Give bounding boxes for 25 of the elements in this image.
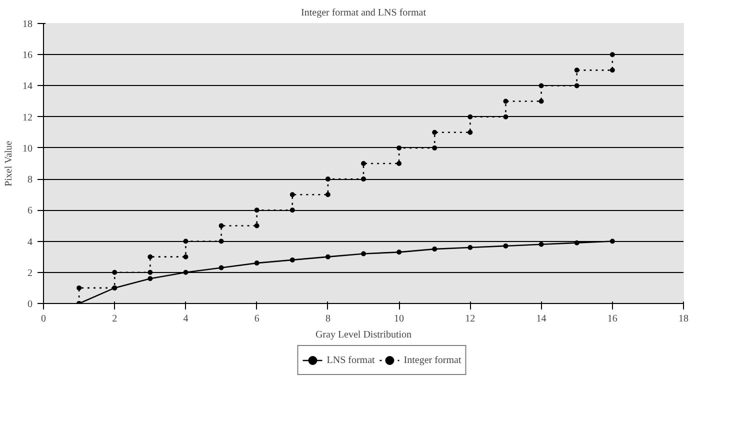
x-tick-label: 6 [254, 314, 260, 324]
x-tick-label: 14 [536, 314, 546, 324]
y-tick-label: 16 [22, 50, 32, 62]
x-tick-label: 18 [678, 314, 688, 324]
chart-title: Integer format and LNS format [301, 8, 426, 18]
y-tick-label: 0 [28, 299, 32, 310]
x-tick-label: 0 [41, 314, 46, 324]
x-tick-label: 16 [607, 314, 618, 324]
x-tick-label: 4 [183, 314, 188, 324]
y-tick-label: 2 [28, 268, 32, 279]
y-tick-label: 10 [22, 143, 32, 154]
x-tick-label: 8 [325, 314, 330, 324]
x-axis-title: Gray Level Distribution [315, 330, 412, 340]
y-tick-label: 18 [22, 19, 32, 30]
y-axis-title: Pixel Value [4, 140, 14, 186]
legend-label: Integer format [404, 354, 462, 366]
y-tick-label: 8 [28, 174, 32, 186]
x-tick-label: 10 [394, 314, 404, 324]
x-tick-label: 2 [112, 314, 118, 324]
y-tick-label: 6 [28, 206, 32, 217]
x-tick-label: 12 [465, 314, 476, 324]
y-tick-label: 12 [22, 112, 32, 124]
y-tick-label: 4 [28, 236, 32, 248]
legend-label: LNS format [326, 354, 375, 366]
y-tick-label: 14 [22, 81, 32, 92]
